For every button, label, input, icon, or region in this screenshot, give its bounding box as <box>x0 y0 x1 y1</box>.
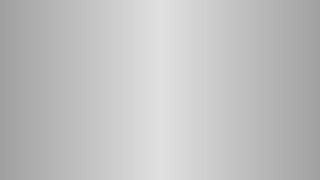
Text: Base-Catalyzed Epoxide Ring-Opening: Base-Catalyzed Epoxide Ring-Opening <box>73 8 247 17</box>
Text: OH: OH <box>213 51 231 62</box>
Text: R: R <box>236 88 244 98</box>
Polygon shape <box>222 67 236 86</box>
Text: O: O <box>85 46 94 55</box>
Text: M⁺Nu⁻: M⁺Nu⁻ <box>144 60 176 71</box>
Text: General Reaction:: General Reaction: <box>51 27 132 36</box>
Text: Nu: Nu <box>186 87 202 97</box>
Text: H–Nu: H–Nu <box>147 86 173 96</box>
Text: R: R <box>115 114 123 124</box>
Polygon shape <box>102 90 115 111</box>
